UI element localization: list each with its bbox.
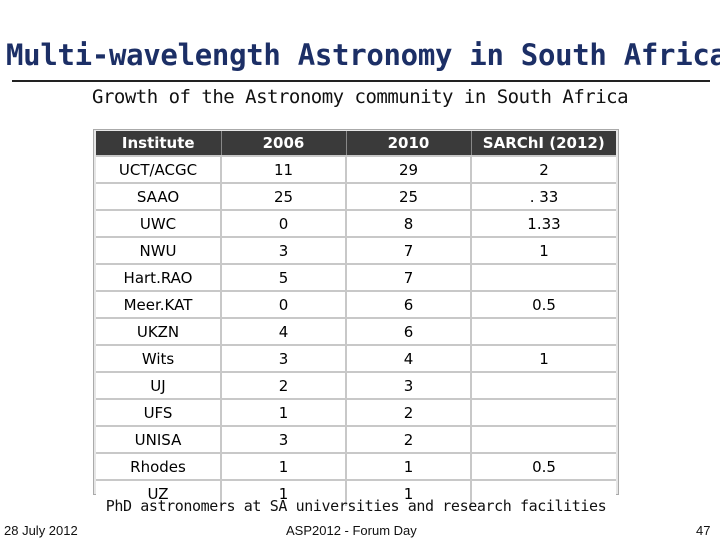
table-row: UWC 0 8 1.33 <box>96 209 616 237</box>
cell-institute: UJ <box>96 371 222 399</box>
cell-count-2006: 0 <box>221 209 347 237</box>
cell-count-2010: 8 <box>346 209 472 237</box>
cell-institute: UWC <box>96 209 222 237</box>
cell-count-2006: 3 <box>221 425 347 453</box>
cell-count-2010: 4 <box>346 344 472 372</box>
table-row: NWU 3 7 1 <box>96 236 616 264</box>
cell-count-2006: 4 <box>221 317 347 345</box>
cell-institute: Rhodes <box>96 452 222 480</box>
cell-institute: Hart.RAO <box>96 263 222 291</box>
cell-institute: UZ <box>96 479 222 506</box>
table-row: Hart.RAO 5 7 <box>96 263 616 291</box>
cell-count-2010: 7 <box>346 236 472 264</box>
table-row: UCT/ACGC 11 29 2 <box>96 155 616 183</box>
cell-count-2006: 25 <box>221 182 347 210</box>
header-2010: 2010 <box>346 131 472 156</box>
cell-sarchi-2012: 0.5 <box>471 452 616 480</box>
cell-count-2010: 7 <box>346 263 472 291</box>
table-row: Wits 3 4 1 <box>96 344 616 372</box>
header-sarchi-2012: SARChI (2012) <box>471 131 616 156</box>
table-body: UCT/ACGC 11 29 2 SAAO 25 25. 33 UWC 0 8 1.33 NWU 3 7 1… <box>96 155 616 506</box>
table-header-row: Institute 2006 2010 SARChI (2012) <box>96 131 616 156</box>
cell-institute: Meer.KAT <box>96 290 222 318</box>
cell-count-2006: 11 <box>221 155 347 183</box>
cell-sarchi-2012: 1 <box>471 236 616 264</box>
table-row: UNISA 3 2 <box>96 425 616 453</box>
page-number: 47 <box>696 523 711 538</box>
table-row: UKZN 4 6 <box>96 317 616 345</box>
cell-count-2010: 29 <box>346 155 472 183</box>
footer-event: ASP2012 - Forum Day <box>286 523 417 538</box>
cell-sarchi-2012: 1.33 <box>471 209 616 237</box>
cell-institute: Wits <box>96 344 222 372</box>
cell-institute: UFS <box>96 398 222 426</box>
cell-sarchi-2012: 2 <box>471 155 616 183</box>
cell-count-2006: 2 <box>221 371 347 399</box>
header-institute: Institute <box>96 131 222 156</box>
cell-institute: UNISA <box>96 425 222 453</box>
cell-sarchi-2012 <box>471 398 616 426</box>
cell-count-2010: 2 <box>346 398 472 426</box>
cell-count-2010: 1 <box>346 479 472 506</box>
cell-sarchi-2012 <box>471 479 616 506</box>
cell-sarchi-2012: 0.5 <box>471 290 616 318</box>
phd-astronomers-table: Institute 2006 2010 SARChI (2012) UCT/AC… <box>96 131 616 506</box>
cell-sarchi-2012 <box>471 371 616 399</box>
cell-sarchi-2012 <box>471 263 616 291</box>
cell-count-2010: 3 <box>346 371 472 399</box>
cell-count-2006: 1 <box>221 479 347 506</box>
table-row: UZ 1 1 <box>96 479 616 506</box>
cell-sarchi-2012 <box>471 317 616 345</box>
header-2006: 2006 <box>221 131 347 156</box>
cell-count-2010: 6 <box>346 290 472 318</box>
cell-count-2010: 6 <box>346 317 472 345</box>
cell-count-2010: 1 <box>346 452 472 480</box>
cell-sarchi-2012 <box>471 425 616 453</box>
cell-institute: UCT/ACGC <box>96 155 222 183</box>
cell-count-2006: 3 <box>221 344 347 372</box>
cell-count-2010: 2 <box>346 425 472 453</box>
table-row: UFS 1 2 <box>96 398 616 426</box>
cell-sarchi-2012: 1 <box>471 344 616 372</box>
cell-count-2006: 5 <box>221 263 347 291</box>
cell-count-2006: 1 <box>221 398 347 426</box>
slide-subtitle: Growth of the Astronomy community in Sou… <box>92 86 629 108</box>
cell-institute: NWU <box>96 236 222 264</box>
cell-sarchi-2012: . 33 <box>471 182 616 210</box>
cell-count-2006: 1 <box>221 452 347 480</box>
cell-institute: UKZN <box>96 317 222 345</box>
table-row: UJ 2 3 <box>96 371 616 399</box>
table-row: Rhodes 1 1 0.5 <box>96 452 616 480</box>
cell-count-2006: 0 <box>221 290 347 318</box>
footer-date: 28 July 2012 <box>4 523 78 538</box>
title-divider <box>12 80 710 82</box>
cell-count-2010: 25 <box>346 182 472 210</box>
cell-institute: SAAO <box>96 182 222 210</box>
slide-title: Multi-wavelength Astronomy in South Afri… <box>6 38 720 72</box>
table-row: Meer.KAT 0 6 0.5 <box>96 290 616 318</box>
cell-count-2006: 3 <box>221 236 347 264</box>
table-caption: PhD astronomers at SA universities and r… <box>105 497 607 515</box>
table-row: SAAO 25 25. 33 <box>96 182 616 210</box>
